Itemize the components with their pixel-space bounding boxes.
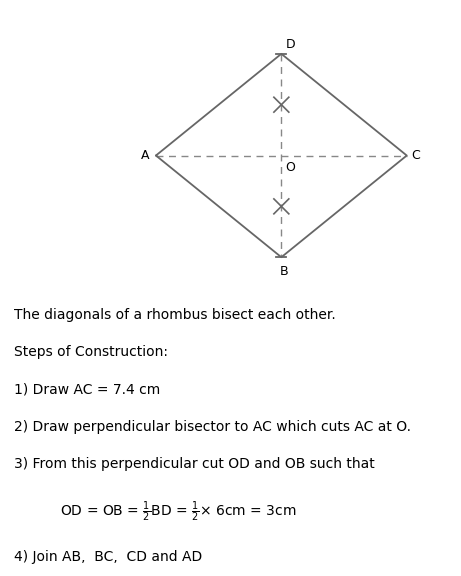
Text: 2) Draw perpendicular bisector to AC which cuts AC at O.: 2) Draw perpendicular bisector to AC whi… — [14, 420, 411, 434]
Text: Steps of Construction:: Steps of Construction: — [14, 345, 168, 359]
Text: 1) Draw AC = 7.4 cm: 1) Draw AC = 7.4 cm — [14, 382, 160, 396]
Text: A: A — [141, 149, 149, 162]
Text: 3) From this perpendicular cut OD and OB such that: 3) From this perpendicular cut OD and OB… — [14, 457, 375, 471]
Text: C: C — [411, 149, 420, 162]
Text: 4) Join AB,  BC,  CD and AD: 4) Join AB, BC, CD and AD — [14, 551, 202, 564]
Text: B: B — [279, 265, 288, 278]
Text: O: O — [285, 161, 296, 173]
Text: The diagonals of a rhombus bisect each other.: The diagonals of a rhombus bisect each o… — [14, 308, 336, 322]
Text: D: D — [285, 38, 295, 51]
Text: OD = OB = $\frac{1}{2}$BD = $\frac{1}{2}$$\times$ 6cm = 3cm: OD = OB = $\frac{1}{2}$BD = $\frac{1}{2}… — [60, 500, 296, 524]
